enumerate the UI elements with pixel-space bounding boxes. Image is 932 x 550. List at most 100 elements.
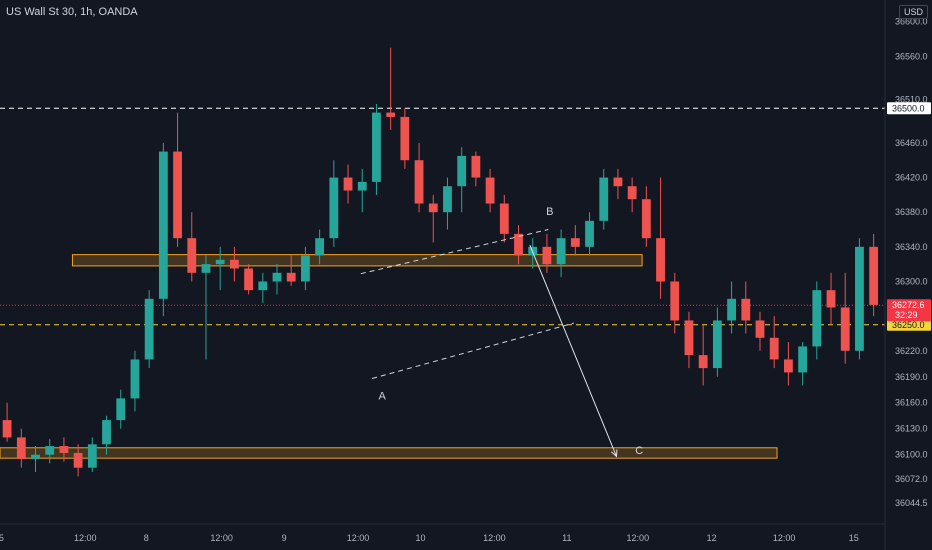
point-label-b[interactable]: B: [546, 206, 553, 218]
candle-body: [173, 151, 182, 239]
candle: [798, 342, 808, 386]
candle-body: [457, 155, 467, 187]
candle-body: [613, 177, 623, 187]
x-tick-label: 12:00: [210, 533, 233, 543]
drawings: A B C: [360, 206, 643, 458]
symbol-title[interactable]: US Wall St 30, 1h, OANDA: [6, 6, 138, 18]
y-tick-label: 36220.0: [895, 346, 928, 356]
candle: [73, 444, 83, 477]
candle-body: [130, 359, 140, 399]
candle-body: [187, 238, 197, 273]
candle: [428, 194, 438, 243]
candle: [585, 212, 594, 256]
candle: [485, 168, 495, 213]
y-tick-label: 36510.0: [895, 95, 928, 105]
projection-arrow-line[interactable]: [529, 244, 617, 457]
x-tick-label: 10: [415, 533, 425, 543]
candle-body: [641, 199, 651, 239]
candle: [414, 142, 424, 213]
candle-body: [727, 298, 736, 321]
candle: [514, 225, 523, 265]
candle-body: [485, 177, 495, 204]
candle-body: [372, 112, 381, 182]
candle-body: [471, 155, 481, 178]
candle-body: [87, 444, 97, 468]
candle-body: [45, 446, 55, 455]
candle-body: [670, 281, 680, 321]
candle: [869, 233, 879, 317]
zone-2[interactable]: [0, 447, 778, 459]
price-tag-2: 36250.0: [887, 318, 931, 331]
price-tag-text: 36272.6: [892, 300, 925, 310]
candle-body: [2, 420, 12, 438]
candle: [102, 415, 111, 455]
candle-body: [229, 259, 239, 269]
candle: [613, 168, 623, 200]
candle-body: [59, 446, 69, 453]
x-tick-label: 12:00: [627, 533, 650, 543]
candle-body: [684, 320, 694, 356]
currency-badge[interactable]: USD: [899, 5, 929, 19]
candle-body: [158, 151, 168, 299]
candle-body: [499, 203, 509, 234]
candle: [656, 177, 665, 299]
candle: [457, 147, 467, 213]
candle: [87, 437, 97, 473]
time-axis[interactable]: 5 12:00 8 12:00 9 12:00 10 12:00 11 12:00 12 12:00 1…: [0, 533, 859, 543]
candle: [343, 164, 353, 204]
candle: [783, 342, 793, 386]
candle-body: [570, 238, 580, 247]
candle: [272, 264, 282, 295]
x-tick-label: 8: [144, 533, 149, 543]
price-tag-bg: [887, 102, 931, 115]
candle: [286, 255, 296, 286]
x-tick-label: 5: [0, 533, 4, 543]
candle: [741, 281, 751, 334]
candle: [499, 194, 509, 243]
y-tick-label: 36044.5: [895, 498, 928, 508]
candle-body: [357, 181, 367, 191]
candle: [315, 229, 325, 265]
zone-1[interactable]: [71, 254, 643, 267]
candle-body: [698, 355, 708, 369]
point-label-c[interactable]: C: [635, 445, 643, 457]
candle: [116, 389, 126, 429]
candle-body: [244, 268, 253, 291]
candle-body: [215, 259, 225, 265]
price-tag-bg: [887, 318, 931, 331]
y-tick-label: 36420.0: [895, 173, 928, 183]
y-tick-label: 36460.0: [895, 138, 928, 148]
price-tag-text: 36500.0: [892, 103, 925, 113]
candle: [542, 233, 552, 273]
candle: [187, 212, 197, 282]
y-tick-label: 36160.0: [895, 398, 928, 408]
point-label-a[interactable]: A: [378, 390, 386, 402]
candle-body: [272, 272, 282, 282]
candle: [855, 238, 864, 360]
candle-body: [201, 264, 211, 273]
y-tick-label: 36380.0: [895, 207, 928, 217]
y-tick-label: 36340.0: [895, 242, 928, 252]
x-tick-label: 11: [562, 533, 571, 543]
candle: [31, 446, 40, 473]
candle-body: [869, 246, 879, 305]
y-tick-label: 36300.0: [895, 276, 928, 286]
candle-body: [514, 233, 523, 256]
candle: [698, 324, 708, 386]
channel-lower-line[interactable]: [372, 322, 575, 379]
candle: [840, 272, 850, 364]
candle-body: [812, 290, 822, 347]
candle: [755, 311, 765, 351]
candle: [372, 103, 381, 195]
candle-body: [301, 255, 310, 282]
candle: [684, 311, 694, 369]
candle: [16, 428, 26, 468]
candle: [2, 402, 12, 442]
candle: [386, 47, 396, 130]
candle-body: [798, 346, 808, 373]
x-tick-label: 12:00: [483, 533, 506, 543]
candle: [173, 112, 182, 247]
